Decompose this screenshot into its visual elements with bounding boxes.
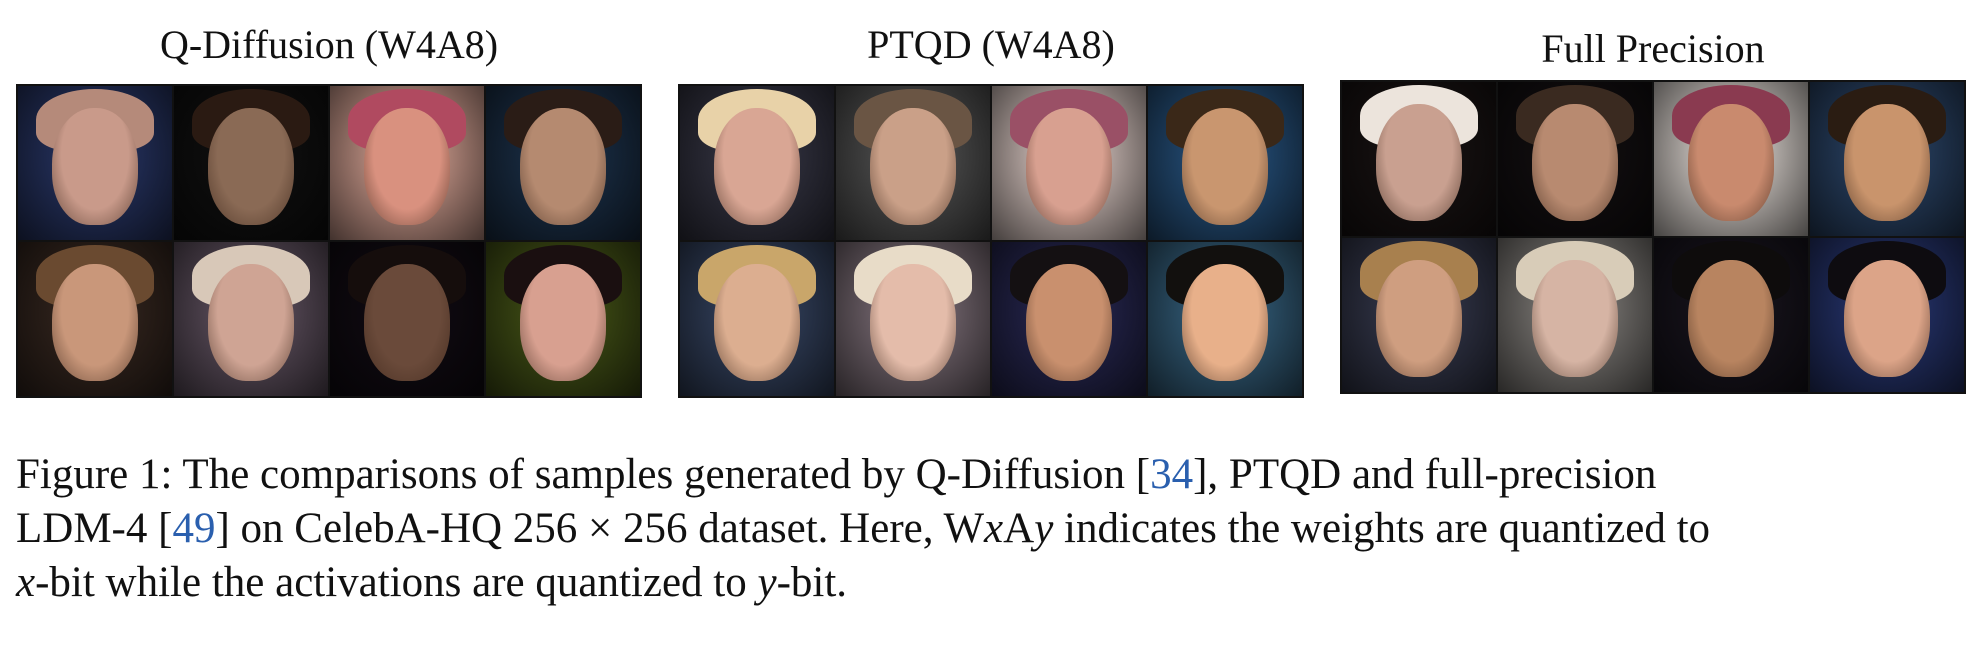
face-shape	[1687, 103, 1775, 221]
face-shape	[1375, 259, 1463, 377]
panel-full-precision: Full Precision	[1340, 0, 1966, 400]
face-shape	[207, 107, 295, 225]
face-shape	[1375, 103, 1463, 221]
face-sample-image	[836, 242, 990, 396]
face-shape	[1181, 107, 1269, 225]
face-sample-image	[330, 86, 484, 240]
panel-title: Full Precision	[1541, 26, 1765, 71]
caption-text: A	[1003, 505, 1035, 552]
face-shape	[1843, 259, 1931, 377]
face-shape	[363, 107, 451, 225]
face-shape	[363, 263, 451, 381]
caption-text: LDM-4 [	[16, 505, 173, 552]
face-shape	[51, 263, 139, 381]
image-grid	[1340, 80, 1966, 394]
math-variable: y	[757, 559, 777, 606]
face-sample-image	[330, 242, 484, 396]
face-sample-image	[1342, 238, 1496, 392]
caption-text: -bit.	[776, 559, 848, 606]
image-grid	[678, 84, 1304, 398]
face-shape	[869, 107, 957, 225]
face-sample-image	[174, 242, 328, 396]
face-sample-image	[836, 86, 990, 240]
figure-caption: Figure 1: The comparisons of samples gen…	[16, 448, 1976, 610]
face-shape	[519, 107, 607, 225]
face-sample-image	[18, 242, 172, 396]
math-variable: x	[16, 559, 36, 606]
panel-title: PTQD (W4A8)	[867, 22, 1115, 67]
panel-q-diffusion: Q-Diffusion (W4A8)	[16, 0, 642, 400]
face-sample-image	[1810, 82, 1964, 236]
face-sample-image	[1498, 82, 1652, 236]
face-sample-image	[680, 86, 834, 240]
caption-text: ] on CelebA-HQ 256 × 256 dataset. Here, …	[215, 505, 985, 552]
face-shape	[713, 263, 801, 381]
face-shape	[1025, 107, 1113, 225]
face-shape	[1531, 259, 1619, 377]
image-grid	[16, 84, 642, 398]
face-sample-image	[1148, 242, 1302, 396]
caption-line-2: LDM-4 [49] on CelebA-HQ 256 × 256 datase…	[16, 502, 1976, 556]
math-variable: y	[1034, 505, 1054, 552]
face-sample-image	[174, 86, 328, 240]
face-sample-image	[1148, 86, 1302, 240]
face-shape	[1181, 263, 1269, 381]
face-sample-image	[1498, 238, 1652, 392]
face-shape	[1843, 103, 1931, 221]
face-shape	[1025, 263, 1113, 381]
face-shape	[1531, 103, 1619, 221]
face-shape	[869, 263, 957, 381]
face-shape	[519, 263, 607, 381]
panel-ptqd: PTQD (W4A8)	[678, 0, 1304, 400]
panel-title: Q-Diffusion (W4A8)	[159, 22, 499, 67]
face-sample-image	[1654, 82, 1808, 236]
caption-line-3: x-bit while the activations are quantize…	[16, 556, 1976, 610]
face-shape	[1687, 259, 1775, 377]
face-sample-image	[1810, 238, 1964, 392]
face-sample-image	[486, 242, 640, 396]
face-sample-image	[486, 86, 640, 240]
caption-line-1: Figure 1: The comparisons of samples gen…	[16, 448, 1976, 502]
face-shape	[51, 107, 139, 225]
face-shape	[713, 107, 801, 225]
face-sample-image	[1342, 82, 1496, 236]
face-sample-image	[18, 86, 172, 240]
citation-link[interactable]: 49	[172, 505, 216, 552]
caption-text: indicates the weights are quantized to	[1053, 505, 1711, 552]
caption-text: -bit while the activations are quantized…	[35, 559, 758, 606]
face-sample-image	[992, 86, 1146, 240]
face-sample-image	[680, 242, 834, 396]
face-sample-image	[992, 242, 1146, 396]
face-shape	[207, 263, 295, 381]
face-sample-image	[1654, 238, 1808, 392]
caption-text: ], PTQD and full-precision	[1193, 451, 1657, 498]
math-variable: x	[984, 505, 1004, 552]
caption-text: Figure 1: The comparisons of samples gen…	[16, 451, 1151, 498]
citation-link[interactable]: 34	[1150, 451, 1194, 498]
